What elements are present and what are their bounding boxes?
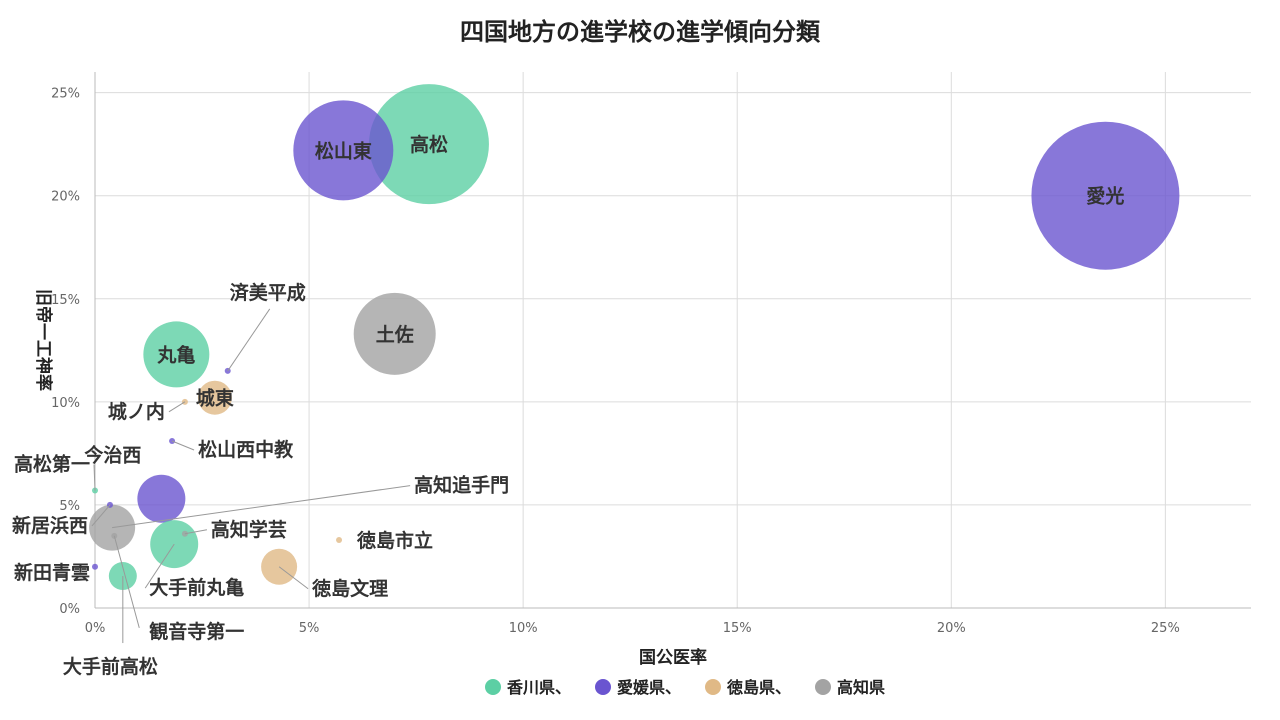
bubble-label: 城東 — [196, 387, 234, 410]
bubble-label: 済美平成 — [230, 281, 306, 304]
bubble-point — [92, 563, 98, 570]
bubble-point — [293, 100, 394, 201]
bubble-label: 城ノ内 — [108, 400, 165, 423]
y-tick-label: 10% — [51, 396, 80, 411]
bubble-point — [137, 474, 186, 523]
legend-entry: 徳島県、 — [726, 678, 791, 697]
bubble-label: 高知追手門 — [414, 474, 509, 497]
x-axis-label: 国公医率 — [639, 647, 707, 668]
bubble-label: 高松 — [410, 133, 448, 156]
y-tick-label: 15% — [51, 293, 80, 308]
y-tick-label: 5% — [59, 499, 80, 514]
legend-marker — [705, 679, 721, 695]
bubble-point — [368, 84, 489, 205]
leader-line — [278, 566, 309, 590]
bubble-label: 丸亀 — [156, 344, 195, 366]
tick-labels: 0% 5% 10% 15% 20% 25% 0% 5% 10% 15% 20% 25% — [51, 87, 1180, 636]
y-tick-label: 25% — [51, 87, 80, 102]
leader-line — [93, 464, 96, 491]
y-tick-label: 0% — [59, 602, 80, 617]
bubble-label: 高知学芸 — [211, 518, 287, 541]
chart-title: 四国地方の進学校の進学傾向分類 — [460, 18, 821, 46]
leader-line — [227, 308, 271, 372]
bubble-label: 新居浜西 — [12, 514, 88, 537]
legend-marker — [815, 679, 831, 695]
bubble-point — [143, 321, 210, 388]
legend: 香川県、 愛媛県、 徳島県、 高知県 — [485, 678, 885, 697]
bubble-label: 徳島文理 — [311, 577, 388, 600]
bubble-point — [353, 292, 436, 375]
legend-entry: 香川県、 — [506, 678, 571, 697]
bubble-label: 松山西中教 — [198, 438, 294, 461]
legend-entry: 高知県 — [837, 678, 885, 697]
bubble-point — [336, 536, 343, 543]
bubble-label: 新田青雲 — [14, 561, 90, 584]
bubble-label: 今治西 — [83, 444, 141, 467]
y-axis-label: 旧帝一工神率 — [33, 289, 54, 391]
y-tick-label: 20% — [51, 190, 80, 205]
leader-line — [112, 485, 411, 529]
x-tick-label: 5% — [299, 621, 320, 636]
bubble-label: 大手前丸亀 — [149, 576, 244, 599]
bubble-point — [1031, 121, 1180, 270]
leader-line — [171, 440, 195, 451]
bubble-point — [197, 380, 232, 415]
x-tick-label: 0% — [85, 621, 106, 636]
bubbles — [89, 84, 1180, 591]
x-tick-label: 20% — [937, 621, 966, 636]
x-tick-label: 15% — [723, 621, 752, 636]
leader-line — [168, 401, 186, 413]
legend-entry: 愛媛県、 — [617, 678, 681, 697]
x-tick-label: 10% — [509, 621, 538, 636]
leader-line — [144, 543, 175, 589]
bubble-label: 大手前高松 — [63, 655, 158, 678]
leader-line — [113, 535, 140, 628]
leader-line — [91, 504, 111, 527]
legend-marker — [485, 679, 501, 695]
bubble-label: 松山東 — [315, 139, 372, 162]
bubble-label: 土佐 — [376, 323, 414, 346]
bubble-label: 高松第一 — [14, 452, 90, 475]
leader-line — [184, 529, 208, 535]
legend-marker — [595, 679, 611, 695]
bubble-label: 愛光 — [1086, 185, 1124, 208]
bubble-label: 観音寺第一 — [149, 620, 244, 643]
x-tick-label: 25% — [1151, 621, 1180, 636]
bubble-point — [89, 504, 136, 551]
bubble-label: 徳島市立 — [356, 529, 433, 552]
